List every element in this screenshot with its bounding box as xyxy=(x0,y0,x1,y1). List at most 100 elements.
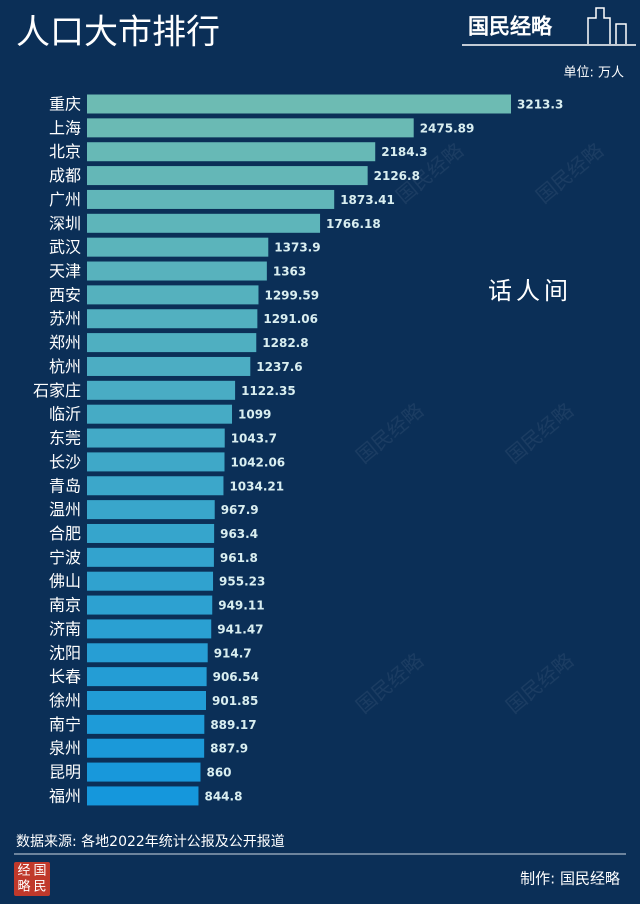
value-label: 961.8 xyxy=(220,551,258,565)
bar xyxy=(87,762,201,782)
category-label: 宁波 xyxy=(49,548,81,567)
value-label: 3213.3 xyxy=(517,98,563,112)
category-label: 佛山 xyxy=(49,572,81,591)
category-label: 成都 xyxy=(49,166,81,185)
value-label: 967.9 xyxy=(221,503,259,517)
value-label: 1299.59 xyxy=(264,288,319,302)
bar xyxy=(87,356,251,376)
chart-title: 人口大市排行 xyxy=(16,13,220,53)
category-label: 昆明 xyxy=(49,763,81,782)
bar xyxy=(87,786,199,806)
bar xyxy=(87,738,205,758)
category-label: 沈阳 xyxy=(49,643,81,662)
value-label: 1122.35 xyxy=(241,384,296,398)
bar xyxy=(87,404,233,424)
value-label: 906.54 xyxy=(213,670,259,684)
category-label: 广州 xyxy=(49,190,81,209)
value-label: 914.7 xyxy=(214,646,252,660)
bar xyxy=(87,333,257,353)
value-label: 1099 xyxy=(238,408,271,422)
bar xyxy=(87,285,259,305)
category-label: 重庆 xyxy=(49,95,81,114)
category-label: 苏州 xyxy=(49,309,81,328)
bar xyxy=(87,94,511,114)
category-label: 上海 xyxy=(49,118,81,137)
value-label: 1043.7 xyxy=(231,432,277,446)
bar xyxy=(87,476,224,496)
bar xyxy=(87,500,215,520)
bar xyxy=(87,667,207,687)
value-label: 1373.9 xyxy=(274,241,320,255)
bar xyxy=(87,309,258,329)
source: 数据来源: 各地2022年统计公报及公开报道 xyxy=(16,834,285,850)
category-label: 福州 xyxy=(49,786,81,805)
bar xyxy=(87,595,213,615)
seal-char: 国 xyxy=(33,864,46,879)
category-label: 北京 xyxy=(49,142,81,161)
unit-note: 单位: 万人 xyxy=(563,66,624,81)
category-label: 长春 xyxy=(49,667,81,686)
bar xyxy=(87,213,321,233)
value-label: 963.4 xyxy=(220,527,258,541)
bar xyxy=(87,452,225,472)
bar xyxy=(87,691,207,710)
category-label: 武汉 xyxy=(49,238,81,257)
bar xyxy=(87,523,215,543)
bar xyxy=(87,619,212,639)
category-label: 临沂 xyxy=(49,405,81,424)
bar xyxy=(87,189,335,209)
bar xyxy=(87,547,214,567)
seal-char: 民 xyxy=(33,880,46,895)
category-label: 杭州 xyxy=(49,357,81,376)
bar xyxy=(87,571,214,591)
category-label: 徐州 xyxy=(49,691,81,710)
value-label: 844.8 xyxy=(204,789,242,803)
category-label: 南宁 xyxy=(49,715,81,734)
category-label: 长沙 xyxy=(49,452,81,471)
bar xyxy=(87,142,376,162)
category-label: 东莞 xyxy=(49,429,81,448)
seal-char: 略 xyxy=(17,879,30,895)
value-label: 901.85 xyxy=(212,694,258,708)
seal-char: 经 xyxy=(17,864,30,879)
value-label: 2184.3 xyxy=(381,145,427,159)
value-label: 2126.8 xyxy=(374,169,420,183)
value-label: 1237.6 xyxy=(256,360,302,374)
bar xyxy=(87,166,368,186)
bar xyxy=(87,380,236,400)
brand: 国民经略 xyxy=(468,14,553,39)
category-label: 南京 xyxy=(49,596,81,615)
category-label: 郑州 xyxy=(49,333,81,352)
value-label: 860 xyxy=(206,766,231,780)
category-label: 青岛 xyxy=(49,476,81,495)
value-label: 941.47 xyxy=(217,622,263,636)
annotation: 话人间 xyxy=(488,277,572,305)
category-label: 泉州 xyxy=(49,739,81,758)
value-label: 1282.8 xyxy=(262,336,308,350)
value-label: 887.9 xyxy=(210,742,248,756)
category-label: 石家庄 xyxy=(33,381,81,400)
value-label: 1873.41 xyxy=(340,193,395,207)
value-label: 955.23 xyxy=(219,575,265,589)
value-label: 889.17 xyxy=(210,718,256,732)
bar xyxy=(87,261,267,281)
value-label: 1291.06 xyxy=(263,312,318,326)
category-label: 天津 xyxy=(49,262,81,281)
category-label: 西安 xyxy=(49,285,81,304)
bar xyxy=(87,428,225,448)
value-label: 2475.89 xyxy=(420,121,475,135)
category-label: 济南 xyxy=(49,619,81,638)
bar xyxy=(87,237,269,257)
bar xyxy=(87,643,208,663)
value-label: 1363 xyxy=(273,265,306,279)
value-label: 1766.18 xyxy=(326,217,381,231)
category-label: 深圳 xyxy=(49,214,81,233)
category-label: 合肥 xyxy=(49,524,81,543)
bar xyxy=(87,714,205,734)
seal xyxy=(14,862,50,896)
category-label: 温州 xyxy=(49,500,81,519)
value-label: 1034.21 xyxy=(229,479,284,493)
brand-icon xyxy=(462,7,636,46)
value-label: 1042.06 xyxy=(231,455,286,469)
